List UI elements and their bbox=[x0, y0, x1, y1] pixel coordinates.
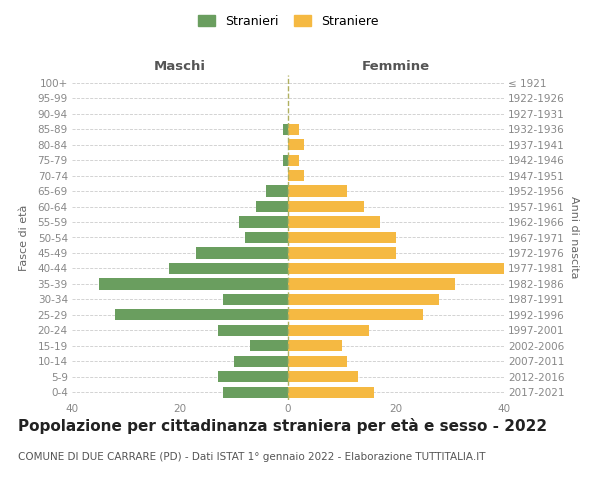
Bar bbox=[288, 340, 342, 351]
Bar bbox=[283, 124, 288, 134]
Text: Popolazione per cittadinanza straniera per età e sesso - 2022: Popolazione per cittadinanza straniera p… bbox=[18, 418, 547, 434]
Bar bbox=[115, 310, 288, 320]
Y-axis label: Anni di nascita: Anni di nascita bbox=[569, 196, 579, 279]
Bar bbox=[99, 278, 288, 289]
Bar bbox=[288, 186, 347, 196]
Text: Maschi: Maschi bbox=[154, 60, 206, 72]
Bar bbox=[266, 186, 288, 196]
Text: COMUNE DI DUE CARRARE (PD) - Dati ISTAT 1° gennaio 2022 - Elaborazione TUTTITALI: COMUNE DI DUE CARRARE (PD) - Dati ISTAT … bbox=[18, 452, 485, 462]
Bar bbox=[288, 371, 358, 382]
Bar bbox=[234, 356, 288, 367]
Bar bbox=[288, 216, 380, 228]
Bar bbox=[223, 294, 288, 305]
Bar bbox=[250, 340, 288, 351]
Bar bbox=[288, 139, 304, 150]
Bar bbox=[218, 371, 288, 382]
Bar bbox=[288, 232, 396, 243]
Bar bbox=[288, 356, 347, 367]
Bar bbox=[218, 325, 288, 336]
Bar bbox=[196, 248, 288, 258]
Bar bbox=[288, 294, 439, 305]
Bar bbox=[288, 263, 504, 274]
Y-axis label: Fasce di età: Fasce di età bbox=[19, 204, 29, 270]
Bar bbox=[288, 386, 374, 398]
Bar bbox=[169, 263, 288, 274]
Bar bbox=[288, 325, 369, 336]
Bar bbox=[288, 201, 364, 212]
Bar bbox=[288, 170, 304, 181]
Bar bbox=[223, 386, 288, 398]
Bar bbox=[288, 310, 423, 320]
Bar bbox=[239, 216, 288, 228]
Bar bbox=[256, 201, 288, 212]
Text: Femmine: Femmine bbox=[362, 60, 430, 72]
Bar bbox=[288, 124, 299, 134]
Bar bbox=[283, 154, 288, 166]
Bar bbox=[288, 248, 396, 258]
Bar bbox=[245, 232, 288, 243]
Legend: Stranieri, Straniere: Stranieri, Straniere bbox=[193, 10, 383, 33]
Bar bbox=[288, 278, 455, 289]
Bar bbox=[288, 154, 299, 166]
